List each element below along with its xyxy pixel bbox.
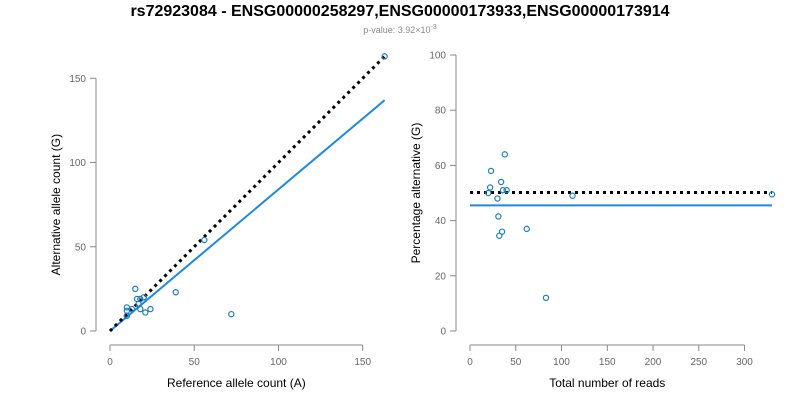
- x-tick-label: 50: [189, 357, 201, 368]
- x-tick-label: 150: [354, 357, 371, 368]
- y-tick-label: 20: [435, 271, 447, 282]
- x-axis-label: Reference allele count (A): [167, 376, 306, 390]
- data-point: [147, 305, 154, 313]
- y-tick-label: 150: [69, 74, 86, 85]
- subtitle-exponent: -3: [430, 24, 437, 31]
- data-point: [172, 289, 179, 296]
- regression-fit-line: [109, 99, 386, 332]
- right-scatter-panel: 0 50 100 150 200 250 300 0 20 40 60 80 100 Total numb…: [409, 51, 776, 390]
- y-axis-label: Percentage alternative (G): [409, 123, 423, 264]
- y-tick-label: 100: [429, 51, 446, 62]
- data-point: [499, 187, 507, 194]
- data-point: [498, 228, 506, 235]
- data-point: [501, 151, 508, 158]
- y-tick-label: 80: [435, 106, 447, 117]
- data-point: [523, 225, 530, 233]
- data-point: [128, 305, 136, 313]
- data-point: [381, 53, 388, 60]
- data-point: [486, 184, 494, 191]
- x-tick-label: 0: [467, 357, 473, 368]
- x-axis-label: Total number of reads: [549, 376, 665, 390]
- data-point: [137, 305, 144, 313]
- y-tick-label: 0: [80, 327, 86, 338]
- reference-dotted-line: [108, 55, 386, 333]
- x-tick-label: 150: [599, 357, 616, 368]
- data-point: [542, 294, 550, 302]
- x-tick-label: 300: [736, 357, 753, 368]
- chart-subtitle: p-value: 3.92×10-3: [0, 24, 800, 35]
- data-point: [137, 295, 144, 303]
- data-point: [487, 167, 495, 175]
- data-point: [142, 309, 149, 316]
- data-point: [494, 195, 501, 202]
- x-tick-label: 0: [107, 357, 113, 368]
- left-scatter-panel: 0 50 100 150 0 50 100 150 Reference allele count…: [49, 53, 388, 390]
- data-point: [132, 285, 139, 293]
- x-tick-label: 200: [645, 357, 662, 368]
- data-point: [497, 178, 505, 186]
- x-tick-label: 100: [270, 357, 287, 368]
- y-axis-label: Alternative allele count (G): [49, 134, 63, 275]
- data-point: [485, 189, 492, 197]
- y-tick-label: 0: [440, 327, 446, 338]
- y-tick-label: 60: [435, 161, 447, 172]
- data-point: [768, 191, 776, 198]
- x-tick-label: 250: [690, 357, 707, 368]
- data-point: [569, 192, 576, 199]
- chart-title: rs72923084 - ENSG00000258297,ENSG0000017…: [130, 3, 670, 20]
- data-point: [503, 187, 510, 194]
- x-tick-label: 100: [553, 357, 570, 368]
- data-point: [123, 304, 131, 311]
- y-tick-label: 50: [75, 242, 87, 253]
- data-point: [228, 310, 235, 318]
- data-point: [140, 294, 147, 301]
- x-tick-label: 50: [510, 357, 522, 368]
- y-tick-label: 100: [69, 158, 86, 169]
- data-point: [201, 236, 208, 244]
- data-point: [495, 213, 502, 220]
- y-tick-label: 40: [435, 216, 447, 227]
- subtitle-prefix: p-value: 3.92×10: [363, 25, 431, 35]
